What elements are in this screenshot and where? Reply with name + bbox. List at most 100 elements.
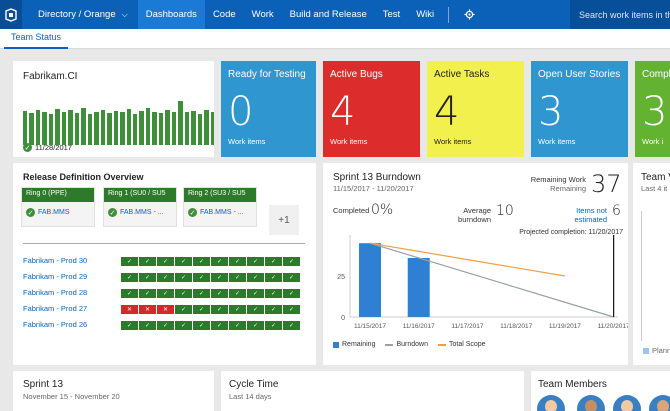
team-members-widget[interactable]: Team Members [531,371,670,411]
build-bar[interactable] [191,110,196,145]
build-bar[interactable] [87,113,93,145]
items-not-estimated-link[interactable]: Items not estimated [571,206,607,224]
success-check-icon[interactable]: ✓ [139,273,156,282]
build-bar[interactable] [158,113,164,145]
cycle-time-widget[interactable]: Cycle Time Last 14 days [221,371,524,411]
nav-code[interactable]: Code [205,0,244,29]
success-check-icon[interactable]: ✓ [283,321,300,330]
release-name-link[interactable]: Fabrikam - Prod 27 [23,304,88,313]
failure-x-icon[interactable]: ✕ [121,305,138,314]
build-bar[interactable] [48,114,54,145]
project-selector[interactable]: Directory / Orange ⌵ [22,0,138,29]
success-check-icon[interactable]: ✓ [211,273,228,282]
build-bar[interactable] [35,109,41,145]
release-name-link[interactable]: Fabrikam - Prod 28 [23,288,88,297]
success-check-icon[interactable]: ✓ [139,321,156,330]
build-bar[interactable] [132,114,138,145]
success-check-icon[interactable]: ✓ [247,257,264,266]
build-bar[interactable] [171,111,177,145]
nav-work[interactable]: Work [244,0,282,29]
build-chart-widget[interactable]: Fabrikam.CI ✓ 11/28/2017 [13,61,214,157]
nav-test[interactable]: Test [375,0,408,29]
success-check-icon[interactable]: ✓ [175,273,192,282]
release-name-link[interactable]: Fabrikam - Prod 26 [23,320,88,329]
ring-stage[interactable]: Ring 2 (SU3 / SU5 ✓ FAB.MMS - ... [183,187,257,227]
success-check-icon[interactable]: ✓ [193,321,210,330]
ring-item[interactable]: ✓ FAB.MMS - ... [104,202,176,223]
build-bar[interactable] [100,109,106,145]
build-bar[interactable] [42,112,47,145]
success-check-icon[interactable]: ✓ [211,289,228,298]
ring-stage[interactable]: Ring 0 (PPE) ✓ FAB.MMS [21,187,95,227]
nav-build-release[interactable]: Build and Release [282,0,375,29]
success-check-icon[interactable]: ✓ [157,257,174,266]
success-check-icon[interactable]: ✓ [247,289,264,298]
build-bar[interactable] [61,112,67,145]
build-bar[interactable] [55,108,60,145]
failure-x-icon[interactable]: ✕ [139,305,156,314]
success-check-icon[interactable]: ✓ [175,305,192,314]
success-check-icon[interactable]: ✓ [283,257,300,266]
success-check-icon[interactable]: ✓ [265,289,282,298]
build-bar[interactable] [139,110,144,145]
build-bar[interactable] [29,113,34,145]
success-check-icon[interactable]: ✓ [193,257,210,266]
success-check-icon[interactable]: ✓ [211,305,228,314]
success-check-icon[interactable]: ✓ [175,321,192,330]
build-bar[interactable] [94,111,99,145]
gear-icon[interactable] [458,9,481,20]
build-bar[interactable] [152,112,157,145]
success-check-icon[interactable]: ✓ [193,305,210,314]
build-bar[interactable] [81,107,86,145]
build-bar[interactable] [113,111,119,145]
build-bar[interactable] [120,112,125,145]
failure-x-icon[interactable]: ✕ [157,305,174,314]
success-check-icon[interactable]: ✓ [211,321,228,330]
team-velocity-widget[interactable]: Team V Last 4 it Plann [633,163,670,365]
success-check-icon[interactable]: ✓ [121,289,138,298]
success-check-icon[interactable]: ✓ [283,273,300,282]
success-check-icon[interactable]: ✓ [193,273,210,282]
success-check-icon[interactable]: ✓ [247,321,264,330]
ring-stage[interactable]: Ring 1 (SU0 / SU5 ✓ FAB.MMS - ... [103,187,177,227]
success-check-icon[interactable]: ✓ [139,257,156,266]
build-bar[interactable] [204,109,209,145]
success-check-icon[interactable]: ✓ [121,273,138,282]
build-bar[interactable] [184,112,190,145]
more-rings-button[interactable]: +1 [269,205,299,235]
success-check-icon[interactable]: ✓ [175,289,192,298]
release-name-link[interactable]: Fabrikam - Prod 29 [23,272,88,281]
tile-ready-for-testing[interactable]: Ready for Testing 0 Work items [221,61,316,157]
avatar[interactable] [613,395,641,411]
avatar[interactable] [649,395,670,411]
vsts-logo-icon[interactable] [0,0,22,29]
success-check-icon[interactable]: ✓ [211,257,228,266]
build-bar[interactable] [107,113,112,145]
tile-open-user-stories[interactable]: Open User Stories 3 Work items [531,61,628,157]
success-check-icon[interactable]: ✓ [139,289,156,298]
success-check-icon[interactable]: ✓ [229,273,246,282]
success-check-icon[interactable]: ✓ [157,289,174,298]
success-check-icon[interactable]: ✓ [229,305,246,314]
success-check-icon[interactable]: ✓ [247,273,264,282]
success-check-icon[interactable]: ✓ [265,321,282,330]
release-name-link[interactable]: Fabrikam - Prod 30 [23,256,88,265]
success-check-icon[interactable]: ✓ [229,321,246,330]
success-check-icon[interactable]: ✓ [229,257,246,266]
release-overview-widget[interactable]: Release Definition Overview Ring 0 (PPE)… [13,163,316,365]
success-check-icon[interactable]: ✓ [283,305,300,314]
search-input[interactable]: Search work items in this project [570,0,670,29]
success-check-icon[interactable]: ✓ [265,257,282,266]
success-check-icon[interactable]: ✓ [157,273,174,282]
tab-team-status[interactable]: Team Status [4,29,69,49]
success-check-icon[interactable]: ✓ [229,289,246,298]
nav-wiki[interactable]: Wiki [408,0,442,29]
build-bar[interactable] [210,112,214,145]
success-check-icon[interactable]: ✓ [121,257,138,266]
ring-item[interactable]: ✓ FAB.MMS - ... [184,202,256,223]
success-check-icon[interactable]: ✓ [265,305,282,314]
success-check-icon[interactable]: ✓ [283,289,300,298]
nav-dashboards[interactable]: Dashboards [137,0,205,29]
success-check-icon[interactable]: ✓ [175,257,192,266]
sprint-widget[interactable]: Sprint 13 November 15 - November 20 [13,371,214,411]
